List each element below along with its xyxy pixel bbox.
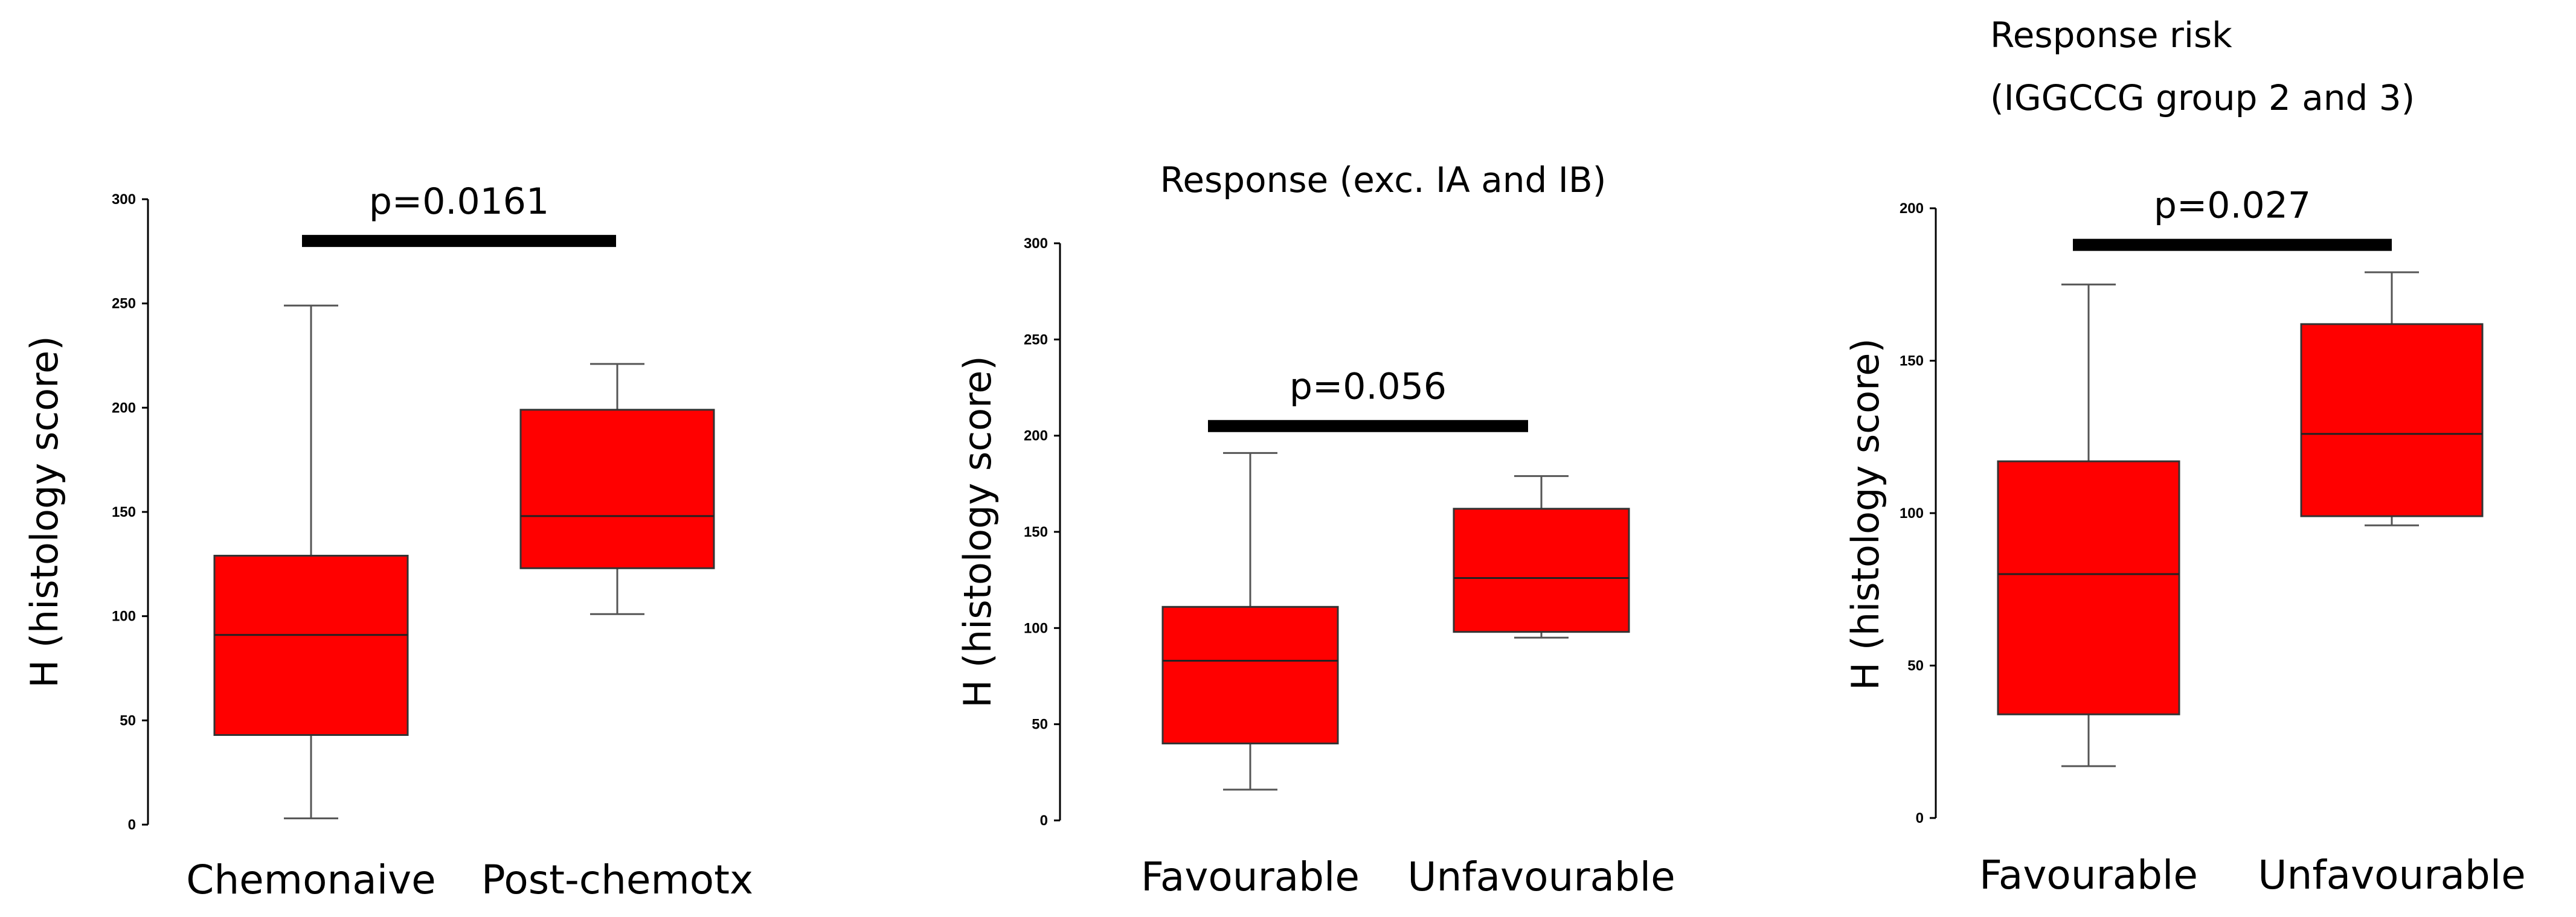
chart-title: Response (exc. IA and IB) bbox=[1160, 159, 1607, 200]
y-tick-label: 150 bbox=[1024, 524, 1048, 540]
x-category-label: Post-chemotx bbox=[481, 857, 753, 903]
y-tick-label: 100 bbox=[1900, 505, 1924, 522]
box-1 bbox=[213, 304, 409, 820]
p-value-label: p=0.027 bbox=[2154, 185, 2311, 227]
box-body bbox=[2300, 323, 2484, 517]
box-1 bbox=[1161, 452, 1339, 791]
y-tick-label: 150 bbox=[1900, 353, 1924, 369]
y-axis-label: H (histology score) bbox=[22, 336, 66, 688]
y-tick-label: 50 bbox=[1907, 658, 1924, 674]
y-tick-label: 300 bbox=[112, 191, 136, 208]
chart-title: Response risk (IGGCCG group 2 and 3) bbox=[1990, 14, 2415, 118]
x-category-label: Favourable bbox=[1141, 854, 1360, 900]
y-tick-label: 100 bbox=[112, 609, 136, 625]
p-value-label: p=0.056 bbox=[1290, 366, 1447, 408]
box-body bbox=[1161, 605, 1339, 745]
y-tick-label: 250 bbox=[112, 296, 136, 312]
p-value-label: p=0.0161 bbox=[369, 181, 549, 223]
box-body bbox=[519, 409, 715, 569]
box-2 bbox=[519, 363, 715, 615]
box-2 bbox=[1453, 475, 1630, 639]
box-body bbox=[213, 555, 409, 736]
y-tick-label: 50 bbox=[120, 712, 136, 729]
y-tick-label: 200 bbox=[112, 400, 136, 416]
chart-title-line: Response (exc. IA and IB) bbox=[1160, 159, 1607, 200]
y-tick-label: 50 bbox=[1032, 717, 1048, 733]
x-category-label: Unfavourable bbox=[1407, 854, 1675, 900]
chart-panel-3: Response risk (IGGCCG group 2 and 3) 0 50 10… bbox=[1843, 14, 2526, 898]
y-axis-label: H (histology score) bbox=[956, 356, 1000, 708]
chart-title-line: Response risk bbox=[1990, 14, 2232, 56]
y-tick-label: 200 bbox=[1024, 428, 1048, 444]
chart-panel-1: 0 50 100 150 200 250 300 H (histology score) Che… bbox=[22, 181, 753, 903]
box-body bbox=[1453, 508, 1630, 633]
y-tick-label: 0 bbox=[128, 817, 136, 833]
y-tick-label: 200 bbox=[1900, 200, 1924, 217]
y-tick-label: 100 bbox=[1024, 620, 1048, 636]
box-2 bbox=[2300, 271, 2484, 526]
y-tick-label: 0 bbox=[1040, 813, 1048, 829]
chart-title-line: (IGGCCG group 2 and 3) bbox=[1990, 77, 2415, 118]
box-body bbox=[1997, 460, 2180, 715]
y-tick-label: 300 bbox=[1024, 235, 1048, 252]
y-tick-label: 250 bbox=[1024, 331, 1048, 348]
x-category-label: Chemonaive bbox=[186, 857, 435, 903]
box-1 bbox=[1997, 283, 2180, 767]
x-category-label: Unfavourable bbox=[2258, 852, 2526, 898]
y-tick-label: 150 bbox=[112, 504, 136, 520]
x-category-label: Favourable bbox=[1979, 852, 2198, 898]
chart-panel-2: Response (exc. IA and IB) 0 50 100 150 200 250… bbox=[956, 159, 1675, 900]
y-axis-label: H (histology score) bbox=[1843, 338, 1887, 690]
y-tick-label: 0 bbox=[1916, 810, 1924, 826]
